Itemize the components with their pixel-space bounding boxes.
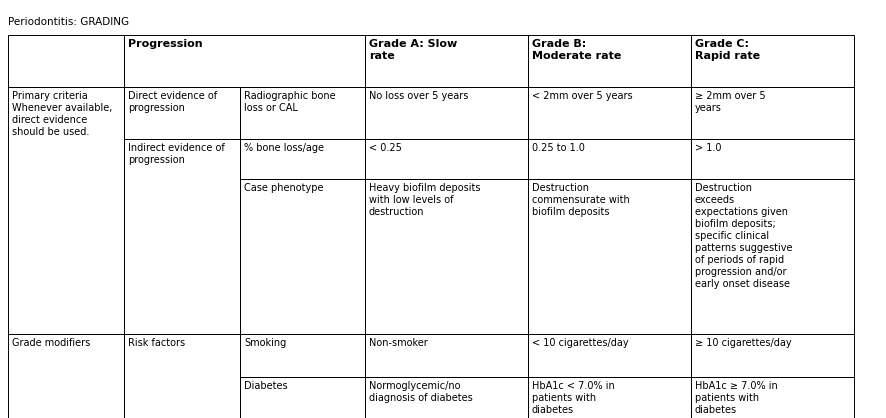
Text: No loss over 5 years: No loss over 5 years [369,91,469,101]
Text: Normoglycemic/no
diagnosis of diabetes: Normoglycemic/no diagnosis of diabetes [369,381,473,403]
Text: Case phenotype: Case phenotype [244,183,323,193]
Text: Destruction
exceeds
expectations given
biofilm deposits;
specific clinical
patte: Destruction exceeds expectations given b… [695,183,792,289]
Bar [528,377,691,418]
Bar [691,334,854,377]
Bar [365,334,528,377]
Text: Indirect evidence of
progression: Indirect evidence of progression [128,143,225,165]
Text: Smoking: Smoking [244,338,286,348]
Text: ≥ 10 cigarettes/day: ≥ 10 cigarettes/day [695,338,791,348]
Bar [124,334,240,418]
Text: 0.25 to 1.0: 0.25 to 1.0 [532,143,585,153]
Bar [240,87,365,139]
Bar [691,87,854,139]
Text: Risk factors: Risk factors [128,338,185,348]
Text: Diabetes: Diabetes [244,381,288,391]
Bar [124,35,365,87]
Text: Grade B:
Moderate rate: Grade B: Moderate rate [532,39,621,61]
Text: < 10 cigarettes/day: < 10 cigarettes/day [532,338,629,348]
Bar [528,87,691,139]
Bar [528,179,691,334]
Text: Destruction
commensurate with
biofilm deposits: Destruction commensurate with biofilm de… [532,183,630,217]
Bar [8,35,124,87]
Text: Direct evidence of
progression: Direct evidence of progression [128,91,217,113]
Bar [691,35,854,87]
Text: % bone loss/age: % bone loss/age [244,143,324,153]
Bar [124,139,240,334]
Bar [240,139,365,179]
Text: Heavy biofilm deposits
with low levels of
destruction: Heavy biofilm deposits with low levels o… [369,183,480,217]
Bar [365,377,528,418]
Bar [691,179,854,334]
Text: < 2mm over 5 years: < 2mm over 5 years [532,91,633,101]
Bar [240,377,365,418]
Text: Grade A: Slow
rate: Grade A: Slow rate [369,39,457,61]
Bar [365,35,528,87]
Bar [528,35,691,87]
Bar [365,87,528,139]
Bar [8,334,124,418]
Text: Grade C:
Rapid rate: Grade C: Rapid rate [695,39,760,61]
Text: Grade modifiers: Grade modifiers [12,338,90,348]
Text: HbA1c < 7.0% in
patients with
diabetes: HbA1c < 7.0% in patients with diabetes [532,381,615,415]
Bar [365,139,528,179]
Text: Non-smoker: Non-smoker [369,338,428,348]
Bar [528,334,691,377]
Text: Progression: Progression [128,39,203,49]
Text: HbA1c ≥ 7.0% in
patients with
diabetes: HbA1c ≥ 7.0% in patients with diabetes [695,381,778,415]
Text: Periodontitis: GRADING: Periodontitis: GRADING [8,17,129,27]
Text: ≥ 2mm over 5
years: ≥ 2mm over 5 years [695,91,766,113]
Bar [691,139,854,179]
Bar [365,179,528,334]
Text: Primary criteria
Whenever available,
direct evidence
should be used.: Primary criteria Whenever available, dir… [12,91,113,137]
Bar [124,87,240,139]
Bar [8,87,124,334]
Text: < 0.25: < 0.25 [369,143,402,153]
Text: > 1.0: > 1.0 [695,143,721,153]
Bar [691,377,854,418]
Bar [240,179,365,334]
Bar [240,334,365,377]
Text: Radiographic bone
loss or CAL: Radiographic bone loss or CAL [244,91,336,113]
Bar [528,139,691,179]
